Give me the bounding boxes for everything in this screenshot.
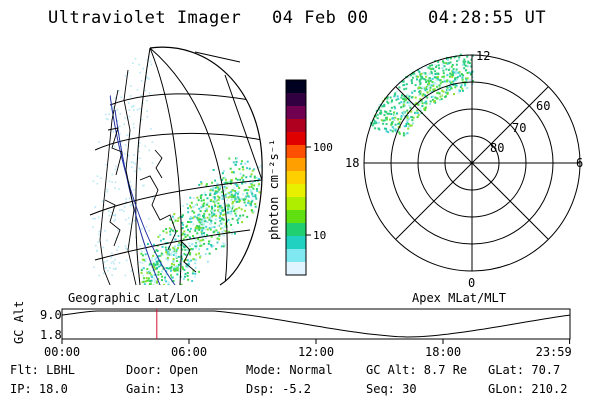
geographic-globe [89, 46, 263, 286]
colorbar-segment [286, 80, 306, 94]
grid-extension-line [224, 74, 263, 181]
mlat-label: 70 [512, 121, 526, 135]
mlt-label-midnight: 0 [468, 276, 475, 290]
mlt-label-noon: 12 [476, 49, 490, 63]
polar-plot: 12 18 6 0 60 70 80 [345, 49, 583, 290]
y-tick-label: 1.8 [40, 328, 62, 342]
mlat-label: 80 [490, 141, 504, 155]
colorbar-segment [286, 262, 306, 276]
colorbar-segment [286, 119, 306, 133]
polar-diagonal [395, 86, 549, 240]
x-tick-label: 00:00 [44, 345, 80, 359]
apex-panel-label: Apex MLat/MLT [412, 291, 506, 305]
colorbar-segment [286, 171, 306, 185]
colorbar-segment [286, 93, 306, 107]
y-tick-label: 9.0 [40, 308, 62, 322]
date-label: 04 Feb 00 [272, 8, 369, 28]
altitude-timeline: 9.0 1.8 GC Alt 00:00 06:00 12:00 18:00 23:59 [12, 301, 572, 359]
door-info: Door: Open [126, 363, 199, 377]
colorbar-segment [286, 158, 306, 172]
right-aurora-emission [370, 53, 474, 137]
instrument-title: Ultraviolet Imager [48, 8, 242, 28]
mlt-label-dusk: 18 [345, 156, 359, 170]
geographic-panel-label: Geographic Lat/Lon [68, 291, 198, 305]
colorbar-segment [286, 132, 306, 146]
glon-info: GLon: 210.2 [488, 382, 568, 396]
colorbar-tick-label: 10 [313, 229, 326, 242]
colorbar-segment [286, 223, 306, 237]
coastlines [99, 69, 197, 285]
gc-alt-info: GC Alt: 8.7 Re [366, 363, 468, 377]
time-label: 04:28:55 UT [428, 8, 547, 28]
ip-info: IP: 18.0 [10, 382, 68, 396]
timeline-axis-label: GC Alt [12, 301, 26, 344]
dsp-info: Dsp: -5.2 [246, 382, 312, 396]
colorbar-segment [286, 145, 306, 159]
altitude-curve [61, 310, 571, 338]
x-tick-label: 23:59 [536, 345, 572, 359]
colorbar-frame [285, 79, 307, 276]
timeline-frame [61, 308, 571, 340]
mlat-label: 60 [536, 99, 550, 113]
x-tick-label: 06:00 [171, 345, 207, 359]
glat-info: GLat: 70.7 [488, 363, 561, 377]
filter-info: Flt: LBHL [10, 363, 76, 377]
colorbar-tick-label: 100 [313, 141, 333, 154]
colorbar-segment [286, 184, 306, 198]
colorbar: 100 10 photon cm⁻²s⁻¹ [267, 79, 333, 276]
gain-info: Gain: 13 [126, 382, 184, 396]
colorbar-segment [286, 106, 306, 120]
colorbar-segment [286, 249, 306, 263]
colorbar-segment [286, 236, 306, 250]
globe-limb [149, 46, 263, 286]
x-tick-label: 12:00 [298, 345, 334, 359]
seq-info: Seq: 30 [366, 382, 417, 396]
grid-extension-line [194, 51, 241, 63]
colorbar-segment [286, 210, 306, 224]
colorbar-unit-label: photon cm⁻²s⁻¹ [267, 139, 281, 240]
left-aurora-emission [92, 55, 263, 285]
x-tick-label: 18:00 [425, 345, 461, 359]
mode-info: Mode: Normal [246, 363, 333, 377]
colorbar-segment [286, 197, 306, 211]
mlt-label-dawn: 6 [576, 156, 583, 170]
